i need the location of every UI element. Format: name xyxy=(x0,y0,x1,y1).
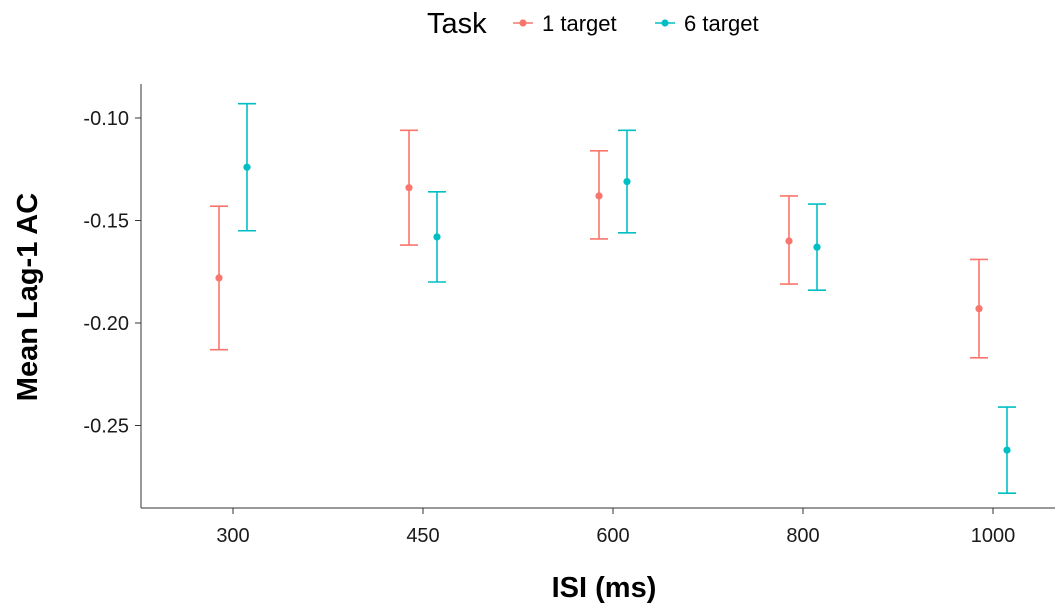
data-point xyxy=(405,184,413,192)
x-tick-label: 300 xyxy=(216,525,249,547)
x-tick-label: 800 xyxy=(786,525,819,547)
data-point xyxy=(975,305,983,313)
data-point xyxy=(813,243,821,251)
legend-item: 6 target xyxy=(655,11,759,36)
axes: -0.10 -0.15 -0.20 -0.25 300 450 600 800 1000 xyxy=(83,84,1055,547)
data-point xyxy=(1003,446,1011,454)
x-tick-label: 600 xyxy=(596,525,629,547)
y-tick-label: -0.20 xyxy=(83,313,129,335)
legend-item: 1 target xyxy=(513,11,617,36)
data-point xyxy=(595,192,603,200)
x-tick-label: 1000 xyxy=(971,525,1016,547)
legend: Task 1 target 6 target xyxy=(427,8,759,40)
data-point xyxy=(785,237,793,245)
data-point xyxy=(433,233,441,241)
legend-label: 6 target xyxy=(684,11,759,36)
y-tick-label: -0.25 xyxy=(83,416,129,438)
data-point xyxy=(623,177,631,186)
data-point xyxy=(243,163,251,171)
x-axis-title: ISI (ms) xyxy=(552,572,657,604)
data-point xyxy=(215,274,223,282)
series-0 xyxy=(210,129,988,359)
legend-key-point xyxy=(661,19,669,27)
y-axis-title: Mean Lag-1 AC xyxy=(12,193,44,401)
y-tick-label: -0.15 xyxy=(83,211,129,233)
x-tick-label: 450 xyxy=(406,525,439,547)
legend-label: 1 target xyxy=(542,11,617,36)
legend-key-point xyxy=(519,19,527,27)
series-1 xyxy=(238,102,1016,494)
y-tick-label: -0.10 xyxy=(83,108,129,130)
data-marks xyxy=(210,102,1016,494)
legend-title: Task xyxy=(427,8,487,40)
